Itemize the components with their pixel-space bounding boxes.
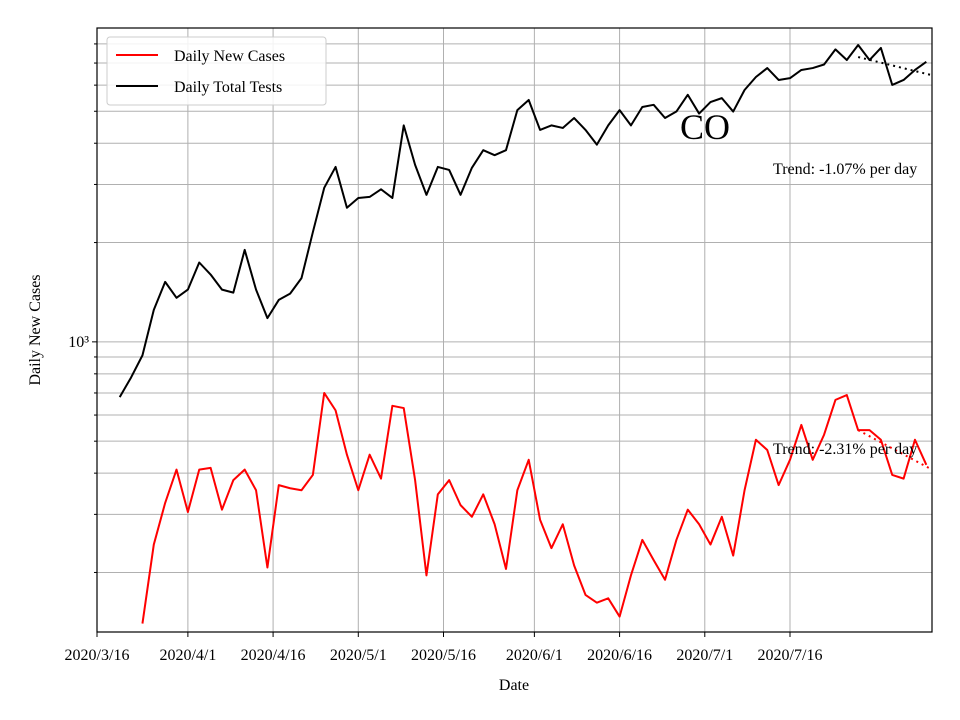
grid [96, 28, 932, 632]
trend-line [857, 56, 932, 77]
legend-box [106, 36, 327, 106]
x-tick-label: 2020/3/16 [65, 647, 130, 664]
plot-area [118, 44, 932, 624]
y-tick-label: 10³ [68, 334, 89, 351]
y-axis-label: Daily New Cases [27, 274, 44, 385]
trend-line [857, 429, 932, 471]
x-tick-label: 2020/5/16 [411, 647, 476, 664]
axes: 2020/3/16 2020/4/1 2020/4/16 2020/5/1 2020/5… [65, 43, 823, 664]
x-tick-label: 2020/4/16 [241, 647, 306, 664]
x-tick-label: 2020/6/16 [587, 647, 652, 664]
x-tick-label: 2020/4/1 [159, 647, 216, 664]
legend-label: Daily Total Tests [174, 79, 282, 96]
legend-label: Daily New Cases [174, 48, 285, 65]
plot-frame [96, 27, 933, 633]
x-tick-label: 2020/7/1 [676, 647, 733, 664]
series-line [141, 391, 928, 624]
annotation: Trend: -1.07% per day [773, 161, 917, 178]
annotation: CO [680, 107, 730, 147]
x-tick-label: 2020/7/16 [758, 647, 823, 664]
x-tick-label: 2020/6/1 [506, 647, 563, 664]
annotation: Trend: -2.31% per day [773, 441, 917, 458]
legend: Daily New Cases Daily Total Tests [106, 36, 327, 106]
series-line [118, 44, 927, 398]
x-tick-label: 2020/5/1 [330, 647, 387, 664]
x-axis-label: Date [499, 677, 529, 694]
